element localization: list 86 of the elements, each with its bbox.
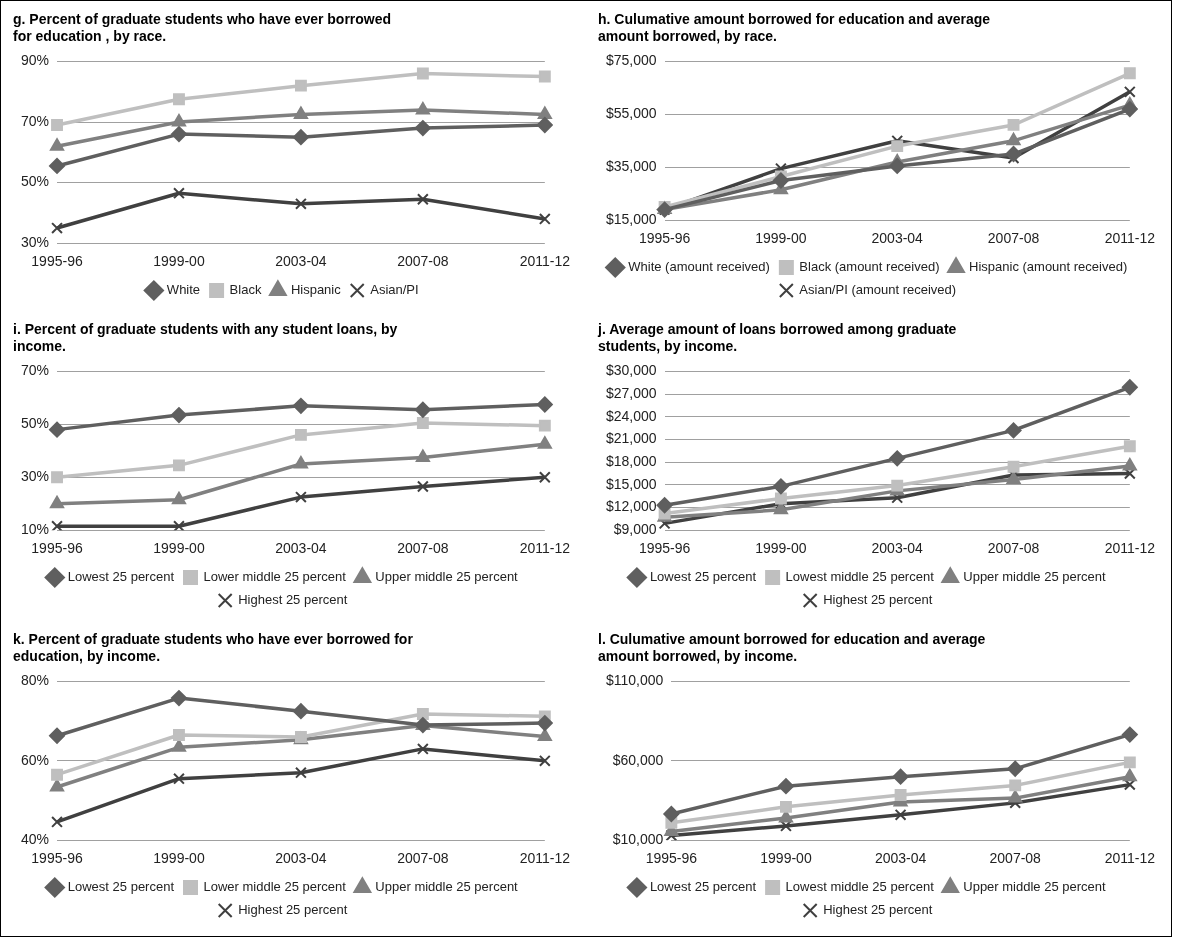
y-tick-label: $15,000	[606, 211, 657, 228]
chart-title: i. Percent of graduate students with any student loans, by income.	[13, 320, 399, 355]
y-tick-label: $21,000	[606, 430, 657, 447]
chart-title: g. Percent of graduate students who have ever borrowed for education , by race.	[13, 10, 393, 45]
legend-label: Black	[229, 282, 262, 298]
legend-label: Lower middle 25 percent	[203, 879, 347, 895]
legend-label: Highest 25 percent	[823, 902, 933, 918]
legend-label: Highest 25 percent	[823, 592, 933, 608]
y-tick-label: $30,000	[606, 362, 657, 379]
y-tick-label: $27,000	[606, 384, 657, 401]
legend-label: Highest 25 percent	[238, 902, 348, 918]
y-tick-label: 10%	[20, 521, 50, 538]
legend-label: White (amount received)	[628, 259, 770, 275]
y-tick-label: 90%	[20, 52, 50, 69]
legend-label: Highest 25 percent	[238, 592, 348, 608]
legend-label: Lowest 25 percent	[649, 569, 757, 585]
legend-label: White	[166, 282, 201, 298]
y-tick-label: $35,000	[606, 158, 657, 175]
legend-label: Lowest middle 25 percent	[785, 879, 935, 895]
chart-title: j. Average amount of loans borrowed among graduate students, by income.	[598, 320, 958, 355]
legend-label: Upper middle 25 percent	[375, 879, 519, 895]
x-tick-label: 2003-04	[874, 850, 927, 867]
y-tick-label: $110,000	[605, 672, 664, 689]
x-tick-label: 2011-12	[1104, 540, 1156, 557]
y-tick-label: 50%	[20, 173, 50, 190]
y-tick-label: 40%	[20, 831, 50, 848]
x-tick-label: 1999-00	[153, 540, 205, 557]
legend-label: Upper middle 25 percent	[963, 569, 1107, 585]
y-tick-label: 70%	[20, 362, 50, 379]
x-tick-label: 2003-04	[275, 540, 327, 557]
legend-label: Black (amount received)	[799, 259, 940, 275]
legend-label: Hispanic (amount received)	[969, 259, 1128, 275]
x-tick-label: 1999-00	[153, 253, 205, 270]
x-tick-label: 2003-04	[275, 850, 327, 867]
legend-label: Upper middle 25 percent	[375, 569, 519, 585]
legend-label: Lowest 25 percent	[67, 879, 175, 895]
x-tick-label: 2011-12	[519, 253, 571, 270]
y-tick-label: 70%	[20, 112, 50, 129]
x-tick-label: 2007-08	[397, 850, 449, 867]
x-tick-label: 2011-12	[519, 850, 571, 867]
x-tick-label: 2007-08	[397, 540, 449, 557]
x-tick-label: 2003-04	[871, 540, 924, 557]
x-tick-label: 1999-00	[755, 230, 807, 247]
y-tick-label: $75,000	[606, 52, 657, 69]
x-tick-label: 2011-12	[1104, 230, 1156, 247]
legend-label: Lowest 25 percent	[649, 879, 757, 895]
x-tick-label: 1995-96	[31, 540, 83, 557]
y-tick-label: 30%	[20, 234, 50, 251]
x-tick-label: 1999-00	[755, 540, 807, 557]
x-tick-label: 2007-08	[989, 850, 1042, 867]
x-tick-label: 2011-12	[1104, 850, 1156, 867]
y-tick-label: 50%	[20, 415, 50, 432]
legend-label: Lower middle 25 percent	[203, 569, 347, 585]
x-tick-label: 1999-00	[760, 850, 812, 867]
chart-title: k. Percent of graduate students who have ever borrowed for education, by income.	[13, 630, 413, 665]
x-tick-label: 1995-96	[638, 230, 691, 247]
x-tick-label: 1995-96	[31, 253, 83, 270]
y-tick-label: $15,000	[606, 475, 657, 492]
y-tick-label: $10,000	[612, 831, 664, 848]
y-tick-label: 60%	[20, 751, 50, 768]
x-tick-label: 2003-04	[275, 253, 327, 270]
chart-title: h. Culumative amount borrowed for education and average amount borrowed, by race.	[598, 10, 992, 45]
x-tick-label: 1995-96	[638, 540, 691, 557]
legend-label: Asian/PI	[370, 282, 419, 298]
x-tick-label: 1999-00	[153, 850, 205, 867]
x-tick-label: 2007-08	[397, 253, 449, 270]
legend-label: Lowest 25 percent	[67, 569, 175, 585]
x-tick-label: 1995-96	[31, 850, 83, 867]
x-tick-label: 2003-04	[871, 230, 924, 247]
x-tick-label: 2011-12	[519, 540, 571, 557]
y-tick-label: 80%	[20, 672, 50, 689]
y-tick-label: $9,000	[613, 521, 657, 538]
x-tick-label: 2007-08	[987, 230, 1040, 247]
x-tick-label: 1995-96	[645, 850, 698, 867]
legend-label: Asian/PI (amount received)	[799, 282, 957, 298]
y-tick-label: 30%	[20, 468, 50, 485]
legend-label: Lowest middle 25 percent	[785, 569, 935, 585]
y-tick-label: $55,000	[606, 105, 657, 122]
y-tick-label: $24,000	[606, 407, 657, 424]
y-tick-label: $18,000	[606, 453, 657, 469]
y-tick-label: $12,000	[606, 498, 657, 515]
legend-label: Hispanic	[290, 282, 342, 298]
y-tick-label: $60,000	[612, 751, 664, 768]
legend-label: Upper middle 25 percent	[963, 879, 1107, 895]
chart-title: l. Culumative amount borrowed for education and average amount borrowed, by income.	[598, 630, 987, 665]
x-tick-label: 2007-08	[987, 540, 1040, 557]
